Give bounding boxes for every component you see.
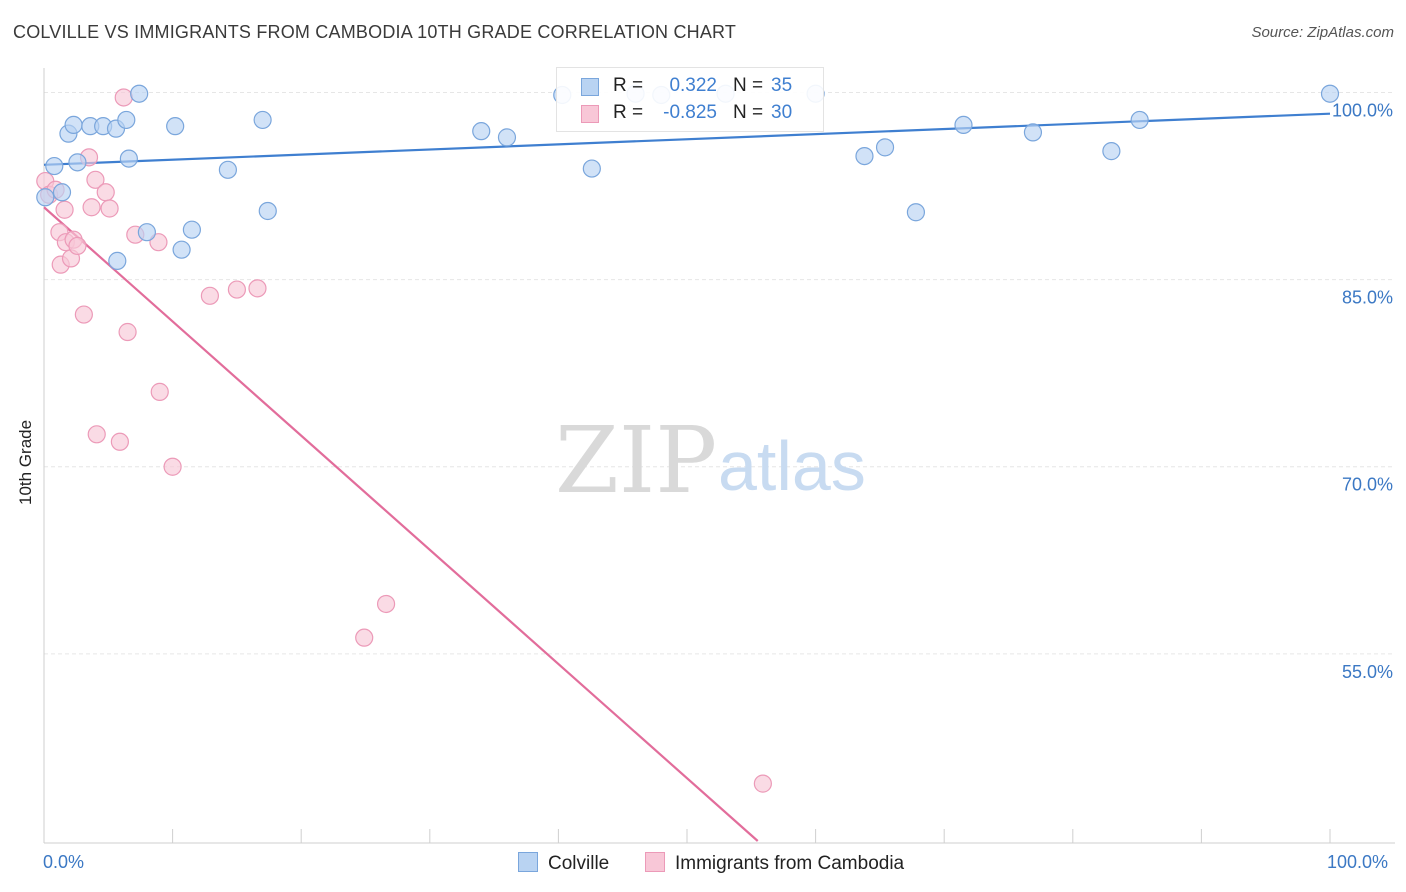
correlation-legend: R = 0.322 N = 35 R = -0.825 N = 30 [556, 67, 824, 132]
cambodia-point [248, 279, 267, 298]
colville-trend-line [43, 112, 1331, 166]
colville-point [108, 251, 127, 270]
bottom-legend-colville: Colville [518, 852, 609, 876]
source-label: Source: ZipAtlas.com [1251, 24, 1394, 41]
cambodia-point [200, 286, 219, 305]
y-axis-title: 10th Grade [16, 419, 35, 505]
watermark: ZIP atlas [555, 407, 866, 514]
colville-point [68, 153, 87, 172]
colville-point [253, 110, 272, 130]
colville-point [218, 160, 237, 179]
cambodia-point [150, 382, 169, 401]
legend-n-label: N = [733, 75, 764, 96]
cambodia-point [110, 432, 129, 451]
cambodia-point [376, 594, 396, 614]
legend-label-colville: Colville [548, 853, 610, 874]
y-tick-labels: 100.0% 85.0% 70.0% 55.0% [1332, 100, 1393, 681]
cambodia-point [149, 233, 168, 252]
legend-n-value: 30 [771, 102, 793, 123]
legend-swatch-pink [645, 852, 665, 872]
colville-point [1102, 142, 1121, 161]
colville-point [1023, 123, 1043, 142]
bottom-legend-cambodia: Immigrants from Cambodia [645, 852, 904, 876]
x-tick-label-left: 0.0% [43, 852, 85, 872]
legend-r-label: R = [613, 102, 644, 123]
colville-point [137, 223, 156, 242]
legend-label-cambodia: Immigrants from Cambodia [675, 853, 905, 874]
colville-point [582, 159, 601, 178]
cambodia-point [74, 305, 93, 324]
colville-point [172, 240, 191, 259]
y-tick-label: 85.0% [1342, 288, 1393, 308]
cambodia-point [55, 200, 74, 219]
legend-swatch-blue [581, 78, 599, 96]
cambodia-point [355, 628, 374, 647]
colville-point [855, 147, 874, 166]
legend-n-value: 35 [771, 75, 793, 96]
colville-point [45, 156, 64, 176]
colville-point [117, 110, 136, 130]
cambodia-trend-line [43, 206, 759, 842]
cambodia-point [96, 183, 115, 202]
trend-lines [43, 112, 1331, 842]
legend-r-label: R = [613, 75, 644, 96]
cambodia-point [82, 198, 101, 217]
legend-r-value: -0.825 [663, 102, 717, 123]
cambodia-point [227, 280, 246, 299]
grid-lines [44, 91, 1395, 655]
watermark-atlas: atlas [718, 427, 866, 505]
y-tick-label: 100.0% [1332, 100, 1393, 120]
colville-point [1130, 110, 1149, 130]
cambodia-point [753, 774, 772, 793]
colville-point [166, 117, 185, 136]
cambodia-point [68, 236, 87, 256]
colville-point [875, 138, 895, 157]
cambodia-point [87, 425, 106, 444]
legend-r-value: 0.322 [669, 75, 717, 96]
colville-point [472, 122, 491, 141]
colville-point [1320, 84, 1340, 103]
colville-point [52, 183, 72, 202]
legend-n-label: N = [733, 102, 764, 123]
colville-point [130, 84, 149, 103]
cambodia-point [114, 88, 133, 107]
colville-point [64, 115, 83, 135]
colville-point [954, 115, 973, 135]
colville-point [36, 188, 55, 207]
cambodia-point [118, 322, 137, 342]
cambodia-point [86, 170, 105, 189]
cambodia-point [100, 199, 119, 218]
legend-swatch-pink [581, 105, 599, 123]
colville-point [497, 128, 517, 147]
colville-point [258, 201, 277, 221]
colville-point [119, 149, 138, 168]
y-tick-label: 55.0% [1342, 662, 1393, 682]
colville-point [906, 203, 926, 222]
y-tick-label: 70.0% [1342, 475, 1393, 495]
x-tick-label-right: 100.0% [1327, 852, 1389, 872]
legend-swatch-blue [518, 852, 538, 872]
chart-title: COLVILLE VS IMMIGRANTS FROM CAMBODIA 10T… [13, 22, 737, 42]
colville-point [182, 220, 201, 239]
watermark-zip: ZIP [555, 407, 717, 514]
cambodia-point [163, 457, 182, 476]
